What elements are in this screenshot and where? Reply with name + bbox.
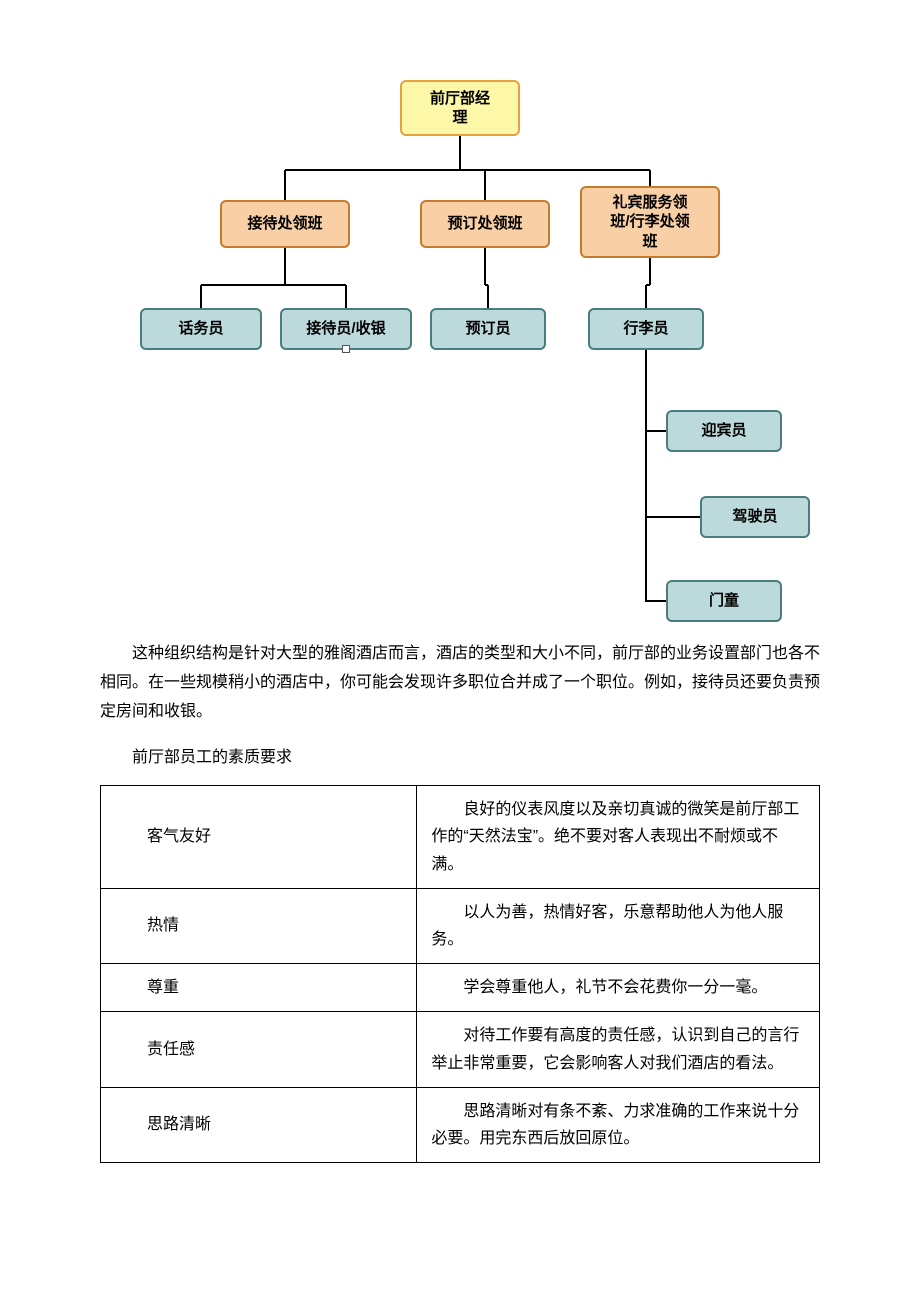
org-chart: 前厅部经理接待处领班 预订处领班礼宾服务领班/行李处领班话务员接待员/收银预订员行… (110, 80, 810, 620)
org-node-greet: 迎宾员 (666, 410, 782, 452)
org-node-bell: 行李员 (588, 308, 704, 350)
org-node-tel: 话务员 (140, 308, 262, 350)
org-node-recp: 接待员/收银 (280, 308, 412, 350)
org-node-recv: 接待处领班 (220, 200, 350, 248)
table-row: 客气友好良好的仪表风度以及亲切真诚的微笑是前厅部工作的“天然法宝”。绝不要对客人… (101, 786, 820, 889)
quality-description: 良好的仪表风度以及亲切真诚的微笑是前厅部工作的“天然法宝”。绝不要对客人表现出不… (417, 786, 820, 889)
table-row: 热情以人为善，热情好客，乐意帮助他人为他人服务。 (101, 888, 820, 963)
quality-description: 学会尊重他人，礼节不会花费你一分一毫。 (417, 964, 820, 1012)
org-node-door: 门童 (666, 580, 782, 622)
table-row: 责任感对待工作要有高度的责任感，认识到自己的言行举止非常重要，它会影响客人对我们… (101, 1012, 820, 1087)
quality-description: 对待工作要有高度的责任感，认识到自己的言行举止非常重要，它会影响客人对我们酒店的… (417, 1012, 820, 1087)
quality-trait: 责任感 (101, 1012, 417, 1087)
org-node-drive: 驾驶员 (700, 496, 810, 538)
org-node-book: 预订处领班 (420, 200, 550, 248)
org-node-conc: 礼宾服务领班/行李处领班 (580, 186, 720, 258)
table-row: 尊重学会尊重他人，礼节不会花费你一分一毫。 (101, 964, 820, 1012)
org-node-root: 前厅部经理 (400, 80, 520, 136)
quality-heading: 前厅部员工的素质要求 (100, 744, 820, 773)
org-chart-connectors (110, 80, 810, 620)
org-node-bookm: 预订员 (430, 308, 546, 350)
quality-trait: 尊重 (101, 964, 417, 1012)
quality-trait: 思路清晰 (101, 1087, 417, 1162)
resize-handle (342, 345, 350, 353)
quality-description: 以人为善，热情好客，乐意帮助他人为他人服务。 (417, 888, 820, 963)
quality-table: 客气友好良好的仪表风度以及亲切真诚的微笑是前厅部工作的“天然法宝”。绝不要对客人… (100, 785, 820, 1163)
quality-description: 思路清晰对有条不紊、力求准确的工作来说十分必要。用完东西后放回原位。 (417, 1087, 820, 1162)
quality-trait: 客气友好 (101, 786, 417, 889)
org-chart-description: 这种组织结构是针对大型的雅阁酒店而言，酒店的类型和大小不同，前厅部的业务设置部门… (100, 640, 820, 726)
quality-trait: 热情 (101, 888, 417, 963)
table-row: 思路清晰思路清晰对有条不紊、力求准确的工作来说十分必要。用完东西后放回原位。 (101, 1087, 820, 1162)
